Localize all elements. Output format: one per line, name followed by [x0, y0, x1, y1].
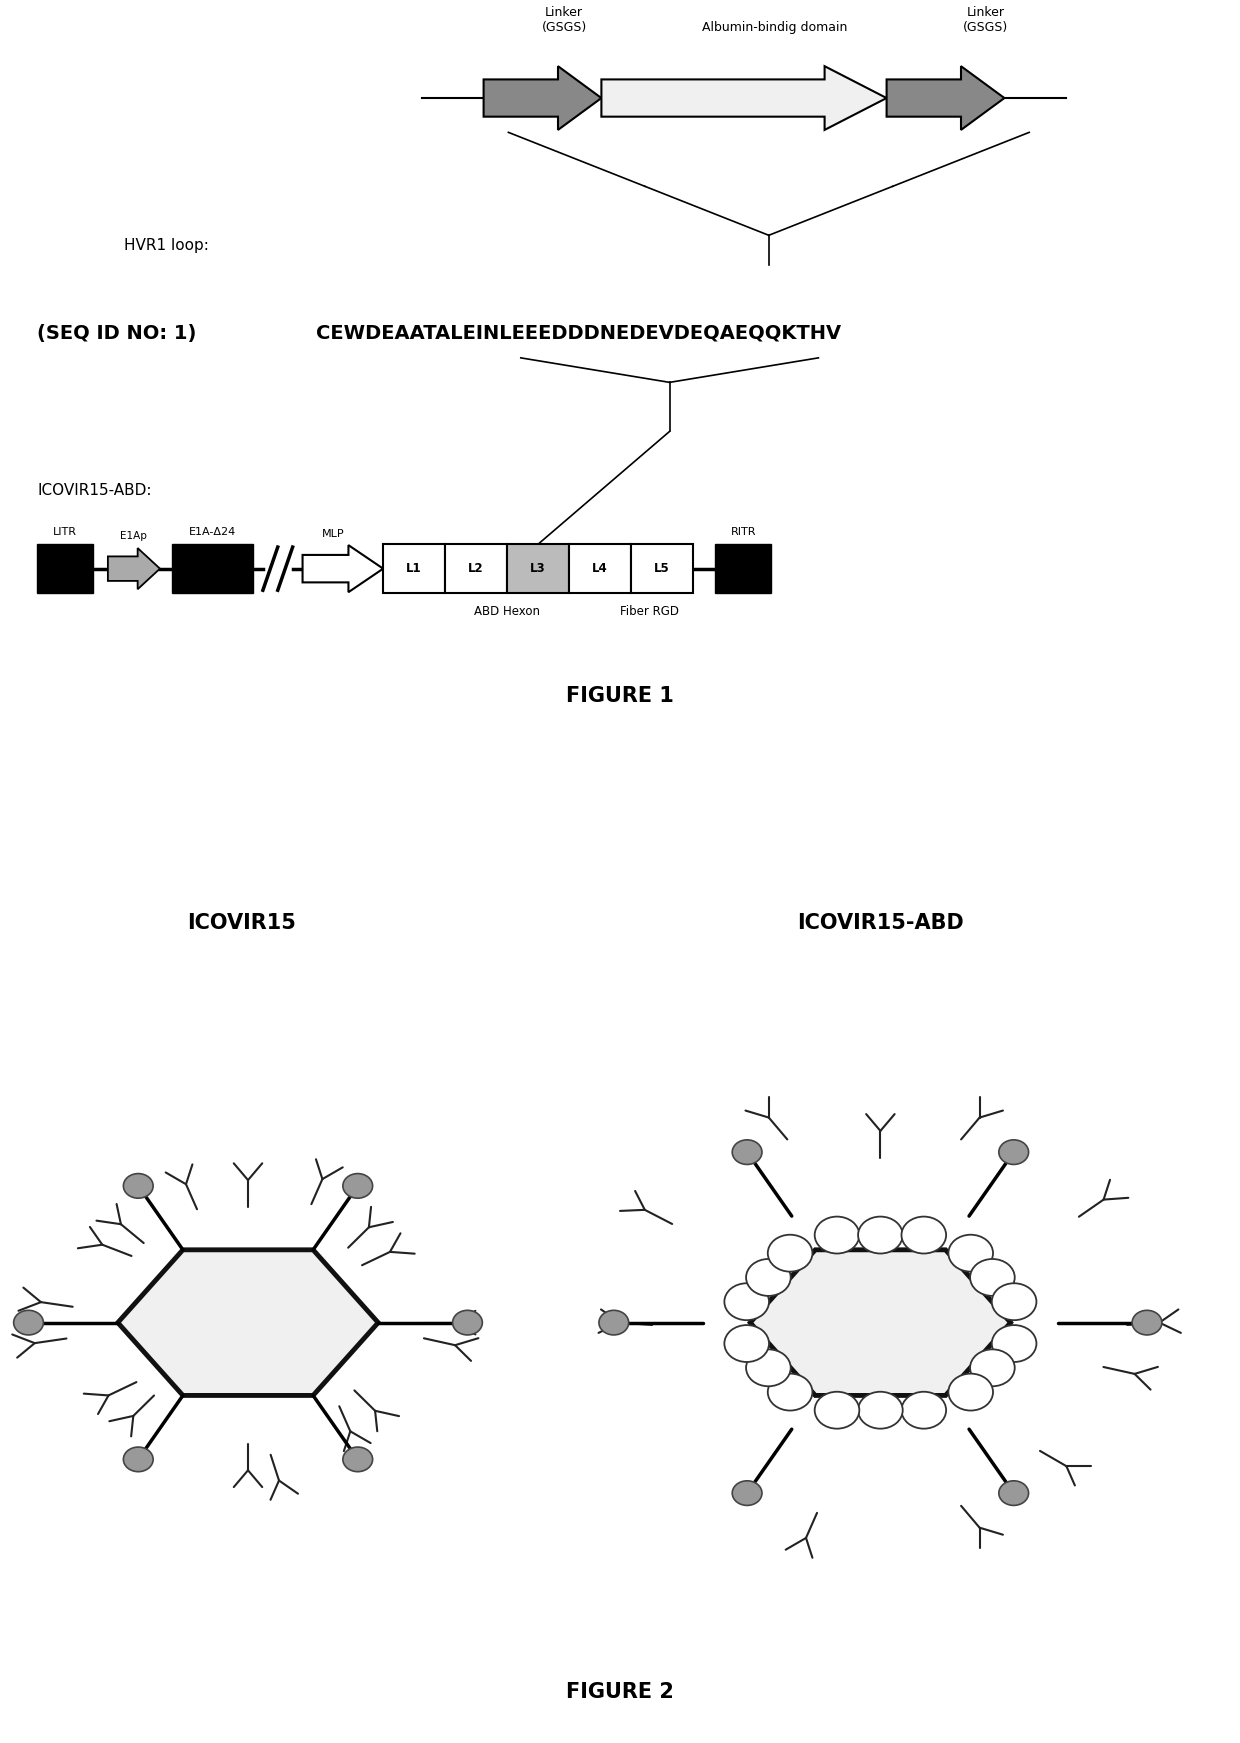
Circle shape: [453, 1311, 482, 1335]
Circle shape: [768, 1373, 812, 1410]
Text: L1: L1: [407, 563, 422, 575]
Text: CEWDEAATALEINLEEEDDDNEDEVDEQAEQQKTHV: CEWDEAATALEINLEEEDDDNEDEVDEQAEQQKTHV: [316, 324, 841, 343]
Bar: [569, 544, 631, 593]
Bar: [37, 544, 93, 593]
Circle shape: [815, 1217, 859, 1253]
Circle shape: [970, 1258, 1014, 1295]
Circle shape: [733, 1140, 763, 1164]
Circle shape: [999, 1482, 1029, 1506]
Text: L3: L3: [531, 563, 546, 575]
Polygon shape: [303, 546, 383, 593]
Text: Linker
(GSGS): Linker (GSGS): [963, 7, 1008, 35]
Text: L5: L5: [655, 563, 670, 575]
Circle shape: [14, 1311, 43, 1335]
Polygon shape: [108, 547, 160, 589]
Text: HVR1 loop:: HVR1 loop:: [124, 237, 208, 253]
Text: ICOVIR15: ICOVIR15: [187, 913, 296, 933]
Text: LITR: LITR: [53, 528, 77, 537]
Polygon shape: [484, 66, 601, 131]
Text: RITR: RITR: [730, 528, 756, 537]
Bar: [383, 544, 445, 593]
Circle shape: [970, 1349, 1014, 1386]
Circle shape: [724, 1325, 769, 1361]
Bar: [445, 544, 507, 593]
Text: (SEQ ID NO: 1): (SEQ ID NO: 1): [37, 324, 210, 343]
Text: E1Ap: E1Ap: [120, 532, 148, 540]
Circle shape: [746, 1258, 791, 1295]
Text: ICOVIR15-ABD:: ICOVIR15-ABD:: [37, 483, 151, 498]
Circle shape: [1132, 1311, 1162, 1335]
Circle shape: [999, 1140, 1029, 1164]
Circle shape: [901, 1391, 946, 1429]
Text: FIGURE 1: FIGURE 1: [567, 687, 673, 706]
Bar: [172, 544, 253, 593]
Text: Linker
(GSGS): Linker (GSGS): [542, 7, 587, 35]
Circle shape: [724, 1283, 769, 1319]
Circle shape: [901, 1217, 946, 1253]
Text: ICOVIR15-ABD: ICOVIR15-ABD: [797, 913, 963, 933]
Polygon shape: [601, 66, 887, 131]
Polygon shape: [887, 66, 1004, 131]
Bar: [715, 544, 771, 593]
Circle shape: [858, 1391, 903, 1429]
Text: Fiber RGD: Fiber RGD: [620, 605, 680, 619]
Circle shape: [746, 1349, 791, 1386]
Circle shape: [858, 1217, 903, 1253]
Circle shape: [599, 1311, 629, 1335]
Circle shape: [949, 1234, 993, 1272]
Text: L4: L4: [593, 563, 608, 575]
Text: Albumin-bindig domain: Albumin-bindig domain: [702, 21, 848, 35]
Circle shape: [342, 1447, 372, 1471]
Text: E1A-Δ24: E1A-Δ24: [188, 528, 237, 537]
Circle shape: [949, 1373, 993, 1410]
Circle shape: [124, 1447, 154, 1471]
Text: MLP: MLP: [322, 530, 345, 539]
Circle shape: [342, 1173, 372, 1197]
Circle shape: [768, 1234, 812, 1272]
Circle shape: [815, 1391, 859, 1429]
Circle shape: [992, 1283, 1037, 1319]
Bar: [631, 544, 693, 593]
Text: ABD Hexon: ABD Hexon: [474, 605, 541, 619]
Text: L2: L2: [469, 563, 484, 575]
Circle shape: [124, 1173, 154, 1197]
Polygon shape: [118, 1250, 378, 1396]
Bar: [507, 544, 569, 593]
Circle shape: [992, 1325, 1037, 1361]
Text: FIGURE 2: FIGURE 2: [567, 1682, 673, 1701]
Polygon shape: [750, 1250, 1011, 1396]
Circle shape: [733, 1482, 763, 1506]
